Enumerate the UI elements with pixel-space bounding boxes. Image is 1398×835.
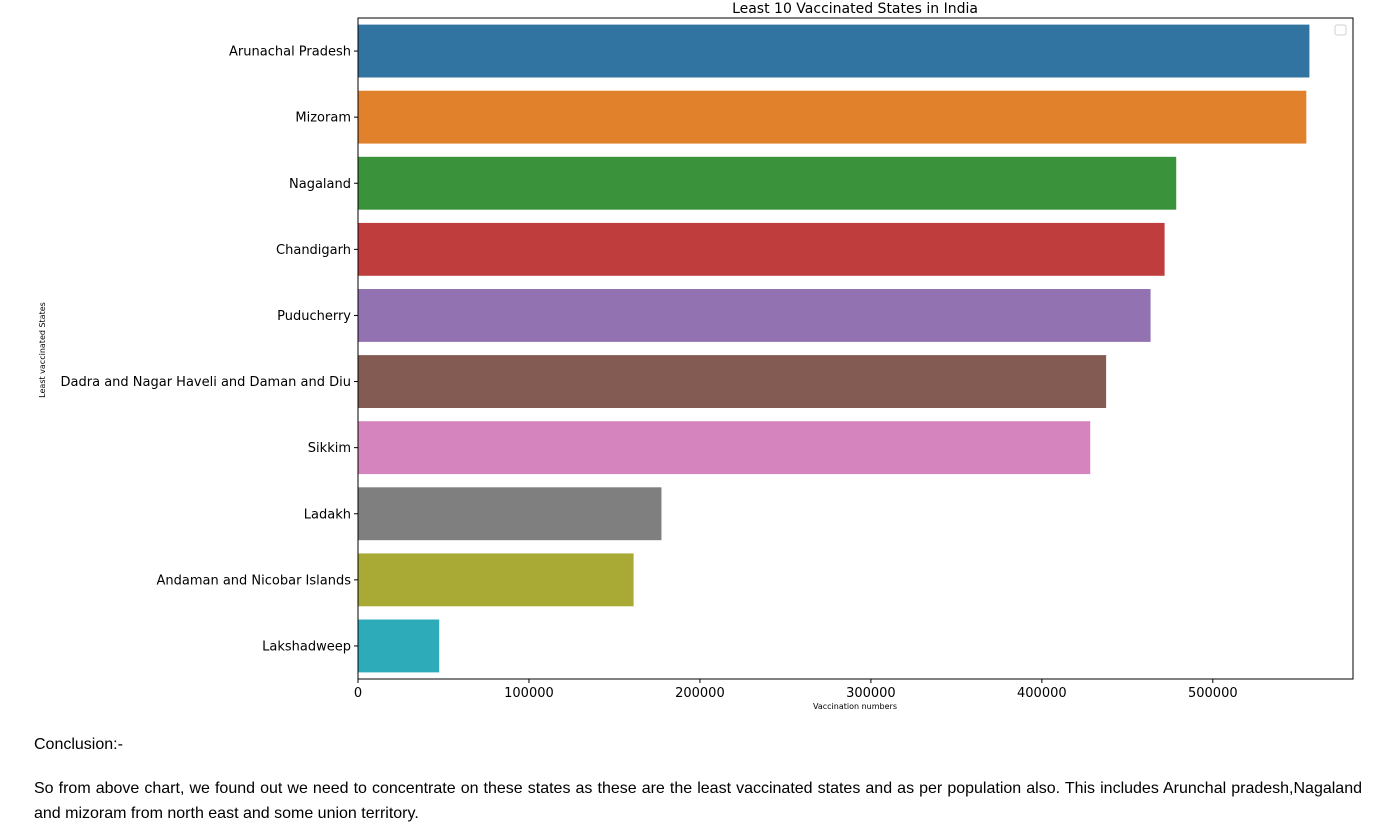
bar [358,289,1151,342]
y-axis-label: Least vaccinated States [38,302,47,398]
y-tick-label: Andaman and Nicobar Islands [156,573,351,588]
chart-title: Least 10 Vaccinated States in India [732,1,978,17]
bar [358,90,1307,144]
y-tick-label: Puducherry [277,309,351,324]
x-tick-label: 200000 [675,686,725,701]
bar [358,355,1107,408]
y-tick-label: Lakshadweep [262,639,351,654]
y-tick-label: Chandigarh [276,243,351,258]
bar-chart: Arunachal Pradesh Mizoram Nagaland Chandiga… [38,1,1354,711]
x-tick-label: 400000 [1017,686,1067,701]
bar [358,24,1310,78]
x-tick-label: 100000 [504,686,554,701]
bar [358,619,440,673]
bar [358,156,1177,210]
y-tick-label: Mizoram [295,111,351,126]
x-tick-label: 300000 [846,686,896,701]
y-tick-label: Arunachal Pradesh [229,45,351,60]
y-tick-label: Dadra and Nagar Haveli and Daman and Diu [61,375,351,390]
bar [358,222,1165,276]
bar [358,487,662,541]
bars-layer [358,24,1310,673]
y-tick-label: Nagaland [289,177,351,192]
bar [358,421,1091,475]
conclusion-text: So from above chart, we found out we nee… [34,780,1362,822]
x-tick-layer: 0 100000 200000 300000 400000 500000 [354,679,1238,701]
x-axis-label: Vaccination numbers [813,702,897,711]
x-tick-label: 0 [354,686,362,701]
y-tick-label: Ladakh [304,507,351,522]
y-tick-layer: Arunachal Pradesh Mizoram Nagaland Chandiga… [61,45,358,654]
x-tick-label: 500000 [1188,686,1238,701]
legend-box [1334,24,1347,36]
y-tick-label: Sikkim [308,441,351,456]
conclusion-heading: Conclusion:- [34,736,123,753]
bar [358,553,634,607]
plot-frame [357,17,1354,680]
